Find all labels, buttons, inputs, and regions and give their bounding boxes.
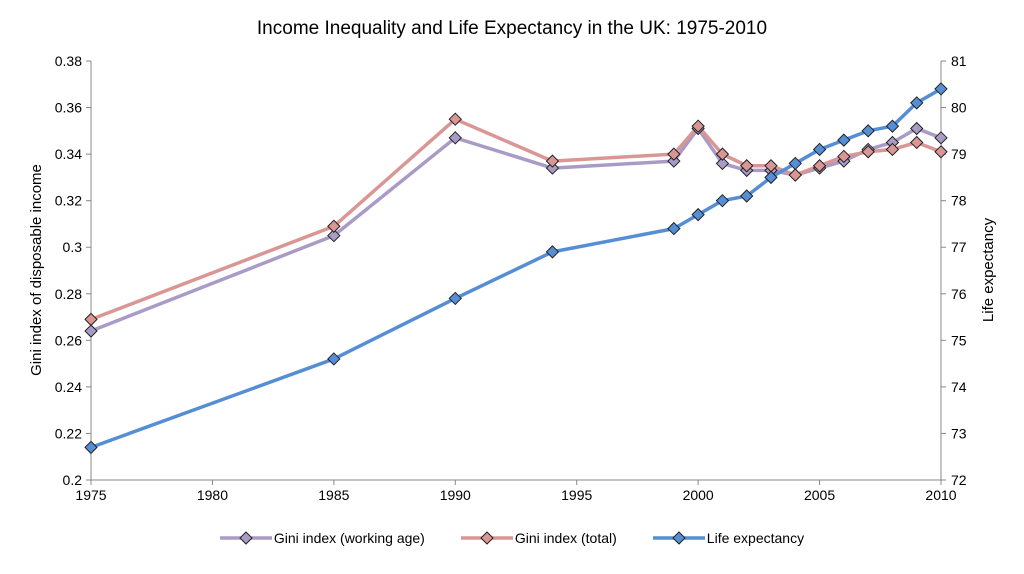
x-tick-label: 1985 — [318, 487, 349, 503]
y-tick-label: 0.38 — [55, 53, 82, 69]
series-line-1 — [90, 117, 942, 322]
data-point-series-0 — [667, 154, 681, 168]
y2-tick-label: 74 — [951, 379, 967, 395]
data-point-series-0 — [84, 324, 98, 338]
series-line-2 — [90, 87, 942, 450]
data-point-series-2 — [327, 352, 341, 366]
x-tick-label: 1995 — [561, 487, 592, 503]
data-point-series-1 — [885, 142, 900, 157]
data-point-series-1 — [788, 168, 802, 182]
legend-label: Gini index (total) — [514, 530, 617, 546]
data-point-series-2 — [910, 96, 924, 110]
y2-tick-label: 76 — [951, 286, 967, 302]
data-point-series-0 — [448, 131, 462, 145]
data-point-series-2 — [448, 291, 462, 306]
y-tick-label: 0.22 — [55, 425, 82, 441]
legend: Gini index (working age) Gini index (tot… — [0, 530, 1024, 546]
y-tick-label: 0.28 — [55, 286, 82, 302]
x-tick-label: 1975 — [75, 487, 106, 503]
data-point-series-1 — [667, 147, 681, 161]
y2-tick-label: 72 — [951, 472, 967, 488]
y2-tick-label: 79 — [951, 146, 967, 162]
data-point-series-1 — [715, 147, 730, 161]
data-point-series-0 — [327, 228, 341, 243]
data-point-series-1 — [934, 145, 948, 159]
data-point-series-1 — [545, 154, 560, 168]
data-point-series-2 — [812, 142, 827, 157]
legend-item-total: Gini index (total) — [460, 530, 617, 546]
y-tick-label: 0.36 — [55, 100, 82, 116]
x-tick-label: 2005 — [804, 487, 835, 503]
data-point-series-0 — [934, 131, 948, 145]
data-point-series-2 — [837, 133, 851, 147]
data-point-series-1 — [84, 312, 98, 327]
y2-tick-label: 78 — [951, 193, 967, 209]
data-point-series-1 — [448, 112, 462, 126]
y2-tick-label: 75 — [951, 332, 967, 348]
series-lines — [84, 82, 948, 455]
data-point-series-2 — [740, 189, 754, 203]
data-point-series-1 — [327, 219, 341, 233]
data-point-series-2 — [545, 245, 560, 259]
y2-tick-label: 73 — [951, 425, 967, 441]
data-point-series-0 — [715, 156, 730, 171]
legend-marker-life-expectancy — [652, 531, 705, 545]
y-tick-label: 0.32 — [55, 193, 82, 209]
data-point-series-2 — [715, 193, 730, 208]
data-point-series-2 — [788, 156, 802, 171]
y2-tick-label: 81 — [951, 53, 967, 69]
data-point-series-2 — [84, 440, 98, 455]
x-tick-label: 2000 — [683, 487, 714, 503]
legend-item-life-expectancy: Life expectancy — [652, 530, 805, 546]
data-point-series-2 — [667, 221, 681, 236]
data-point-series-2 — [934, 82, 948, 96]
data-point-series-2 — [764, 170, 778, 185]
data-point-series-1 — [837, 149, 851, 164]
data-point-series-1 — [861, 145, 875, 159]
legend-label: Gini index (working age) — [273, 530, 425, 546]
data-point-series-1 — [691, 119, 705, 133]
y-tick-label: 0.26 — [55, 332, 82, 348]
data-point-series-2 — [691, 207, 705, 222]
legend-label: Life expectancy — [706, 530, 805, 546]
x-tick-label: 2010 — [925, 487, 956, 503]
y-tick-label: 0.34 — [55, 146, 82, 162]
y-axis-label: Gini index of disposable income — [28, 164, 45, 376]
series-line-0 — [90, 126, 942, 333]
legend-marker-working-age — [219, 531, 272, 545]
data-point-series-2 — [885, 119, 900, 133]
data-point-series-0 — [545, 161, 560, 175]
legend-item-working-age: Gini index (working age) — [219, 530, 425, 546]
legend-marker-total — [460, 531, 513, 545]
data-point-series-1 — [812, 159, 827, 173]
axes: 1975 1980 1985 1990 1995 2000 2005 2010 0.2 0.22 0… — [55, 53, 967, 503]
x-tick-label: 1980 — [197, 487, 228, 503]
y2-axis-label: Life expectancy — [980, 217, 997, 322]
data-point-series-1 — [910, 135, 924, 150]
x-tick-label: 1990 — [440, 487, 471, 503]
chart-title: Income Inequality and Life Expectancy in… — [256, 18, 768, 39]
y-tick-label: 0.3 — [63, 239, 83, 255]
data-point-series-0 — [910, 121, 924, 136]
data-point-series-2 — [861, 124, 875, 138]
y2-tick-label: 80 — [951, 100, 967, 116]
data-point-series-1 — [740, 159, 754, 173]
y-tick-label: 0.2 — [63, 472, 83, 488]
y2-tick-label: 77 — [951, 239, 967, 255]
y-tick-label: 0.24 — [55, 379, 82, 395]
